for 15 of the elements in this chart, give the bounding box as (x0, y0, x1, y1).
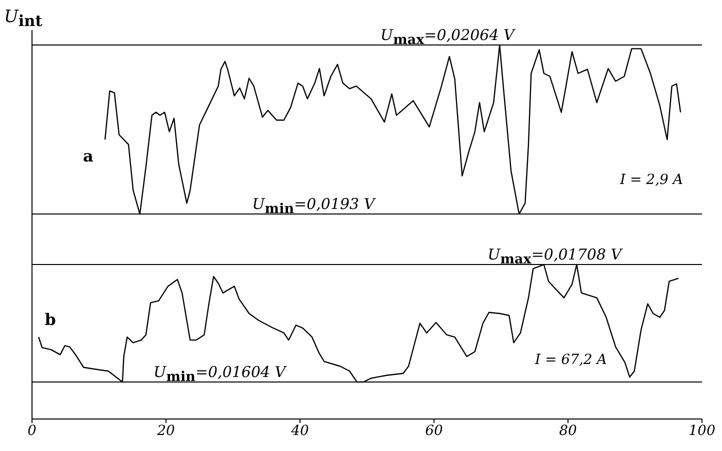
x-tick-label: 80 (559, 422, 577, 439)
annotation: U$_{min}$=0,01604 V (154, 362, 288, 384)
x-tick-label: 100 (688, 422, 716, 439)
x-tick-label: 0 (28, 422, 37, 439)
annotation: U$_{max}$=0,02064 V (380, 26, 517, 48)
series-label: b (44, 310, 56, 330)
annotation: I = 2,9 A (620, 172, 683, 188)
annotation: U$_{min}$=0,0193 V (252, 195, 377, 217)
annotation: I = 67,2 A (535, 352, 607, 368)
x-tick-label: 40 (290, 422, 309, 439)
y-axis-title: U$_{int}$ (4, 7, 42, 30)
x-tick-label: 60 (425, 422, 443, 439)
annotation: U$_{max}$=0,01708 V (488, 246, 624, 268)
series-label: a (83, 146, 94, 166)
x-tick-label: 20 (156, 422, 175, 439)
